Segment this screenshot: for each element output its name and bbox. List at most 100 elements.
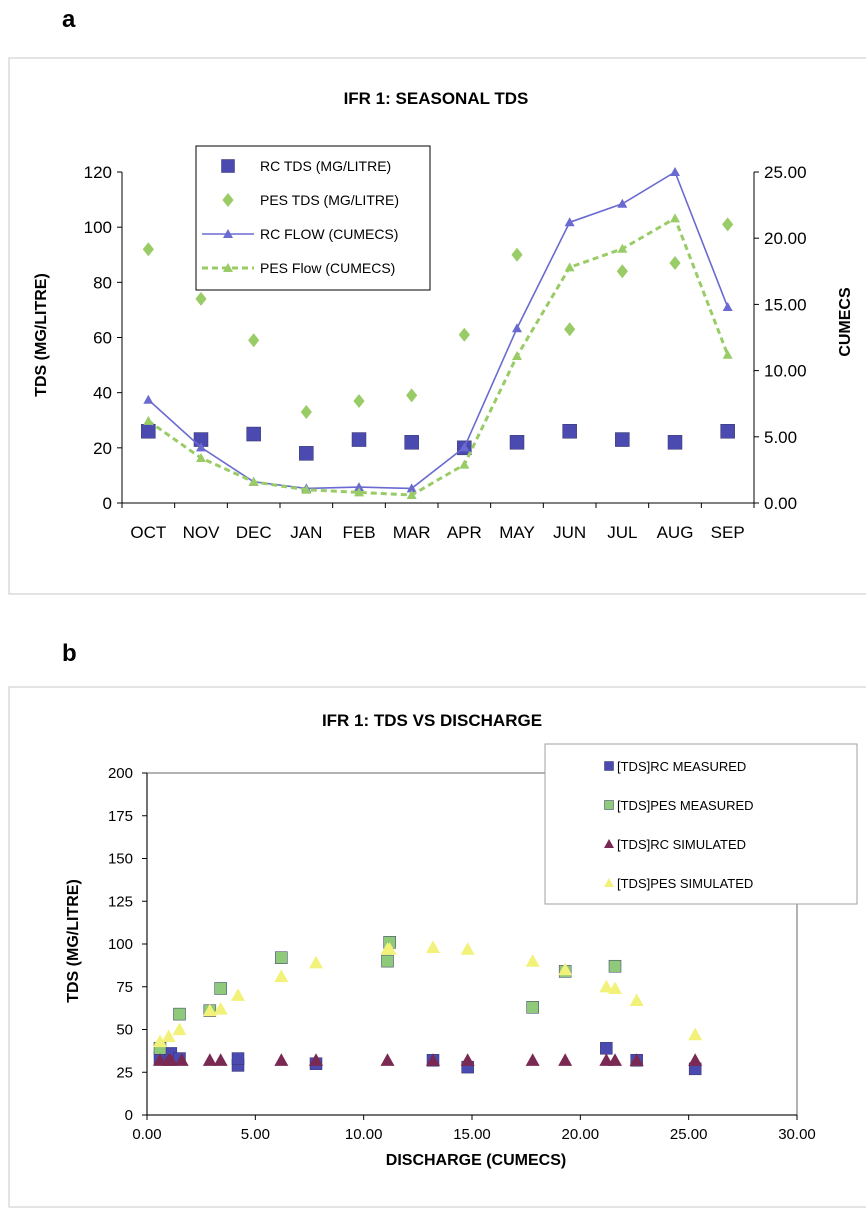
chart-b-point [558,1053,573,1066]
chart-a-point [248,476,259,486]
chart-a-y2-tick-label: 10.00 [764,362,807,381]
chart-b-legend-swatch [604,839,614,848]
chart-a-x-tick-label: JAN [290,523,322,542]
chart-a-legend: RC TDS (MG/LITRE) PES TDS (MG/LITRE) RC FL… [195,145,431,291]
chart-a-plot-area: 0 20 40 60 80 100 120 0.00 5.00 10.00 15.00 20.00 25… [84,163,807,542]
chart-b-point [231,988,245,1001]
chart-a-point [512,351,522,361]
chart-a-point [564,322,576,337]
chart-b-title: IFR 1: TDS VS DISCHARGE [322,711,542,730]
chart-b-point [274,1053,289,1066]
chart-b-point [526,1001,539,1014]
chart-a-y2-tick-label: 20.00 [764,229,807,248]
chart-b-x-axis-label: DISCHARGE (CUMECS) [386,1152,566,1169]
chart-b-point [202,1003,217,1017]
chart-b-point [231,1052,245,1065]
chart-b-x-tick-label: 15.00 [453,1126,491,1143]
chart-a-point [670,213,680,223]
chart-b-point [213,1001,228,1015]
chart-b-x-tick-label: 25.00 [670,1126,708,1143]
chart-b-point [275,951,288,964]
chart-a-x-tick-label: DEC [236,523,272,542]
chart-b-x-tick-label: 20.00 [562,1126,600,1143]
chart-b-series-3 [153,940,703,1048]
chart-b-point [202,1053,217,1066]
chart-a-point [669,256,681,271]
chart-a-series-0 [141,424,735,461]
chart-a-title: IFR 1: SEASONAL TDS [344,89,529,108]
chart-a-point [404,435,419,450]
chart-b-legend-swatch [604,761,614,771]
chart-a-point [299,446,314,461]
chart-b-point [163,1053,178,1066]
chart-a-x-tick-label: MAR [393,523,431,542]
chart-b-point [309,1053,323,1066]
chart-b-point [599,979,614,993]
chart-b-point [460,1053,475,1066]
chart-a-point [459,459,470,469]
chart-b-legend-label: [TDS]PES MEASURED [617,798,754,813]
chart-a-y-tick-label: 80 [93,273,112,292]
chart-a-point [562,424,577,439]
chart-a-point [301,484,312,494]
chart-b-point [274,969,289,983]
chart-b-legend-box [544,743,858,905]
chart-a-legend-label: RC FLOW (CUMECS) [260,226,398,242]
chart-a-point [722,302,733,312]
chart-b-series-0 [153,1042,702,1076]
chart-b-x-tick-label: 30.00 [778,1126,816,1143]
chart-a-point [196,442,206,452]
chart-b-point [608,959,622,973]
chart-a-legend-label: RC TDS (MG/LITRE) [260,158,391,174]
chart-b-plot-area: 0 25 50 75 100 125 150 175 200 0.00 5.00 10.00 15.00… [108,765,816,1143]
chart-b-y-tick-label: 75 [116,979,133,996]
chart-b-point [309,955,323,969]
panel-label-b: b [62,640,77,667]
chart-b-point [213,1053,228,1066]
chart-a-x-tick-label: AUG [657,523,694,542]
chart-a-y-tick-label: 40 [93,384,112,403]
chart-a-point [615,432,630,447]
chart-a-point [300,404,312,419]
chart-b-legend-label: [TDS]PES SIMULATED [617,876,753,891]
chart-a-y-tick-label: 20 [93,439,112,458]
chart-b-y-tick-label: 125 [108,893,133,910]
chart-a-point [143,394,154,404]
chart-b-point [380,1053,395,1066]
chart-a-y2-tick-label: 5.00 [764,428,797,447]
chart-a-point [142,242,154,257]
chart-b-y-tick-label: 25 [116,1064,133,1081]
chart-a-point [354,487,364,497]
chart-a-y-tick-label: 60 [93,329,112,348]
chart-a-legend-swatch [222,193,234,207]
chart-a-series-1 [142,217,734,419]
chart-b-legend-swatch [604,878,614,887]
chart-a-y2-axis-label: CUMECS [837,287,854,357]
chart-b-point [460,942,475,955]
chart-a-point [616,264,628,279]
chart-b-point [525,1053,540,1066]
chart-a-x-tick-label: APR [447,523,482,542]
chart-a-point [617,198,628,208]
chart-a-point [509,435,525,450]
chart-a-point [667,435,683,450]
chart-a-point [248,333,260,348]
chart-a-y-tick-label: 0 [103,494,112,513]
chart-a-y2-tick-label: 15.00 [764,295,807,314]
chart-a-series-line [147,170,729,490]
chart-b-y-tick-label: 50 [116,1022,133,1039]
chart-a-point [458,327,470,342]
chart-a-y-axis-label: TDS (MG/LITRE) [33,273,50,397]
chart-b-point [214,982,227,995]
chart-a-point [351,432,367,447]
chart-b-legend-label: [TDS]RC SIMULATED [617,837,746,852]
chart-a-point [720,424,735,439]
chart-a-point [564,217,575,227]
seasonal-tds-chart: IFR 1: SEASONAL TDS 0 20 40 60 80 100 120 0.00 5… [8,57,866,595]
tds-vs-discharge-chart: IFR 1: TDS VS DISCHARGE 0 25 50 75 100 125 150… [8,686,866,1208]
chart-b-x-tick-label: 0.00 [132,1126,161,1143]
chart-b-point [608,981,622,995]
chart-a-legend-label: PES TDS (MG/LITRE) [260,192,399,208]
chart-a-x-tick-label: NOV [183,523,221,542]
chart-a-point [406,388,418,403]
